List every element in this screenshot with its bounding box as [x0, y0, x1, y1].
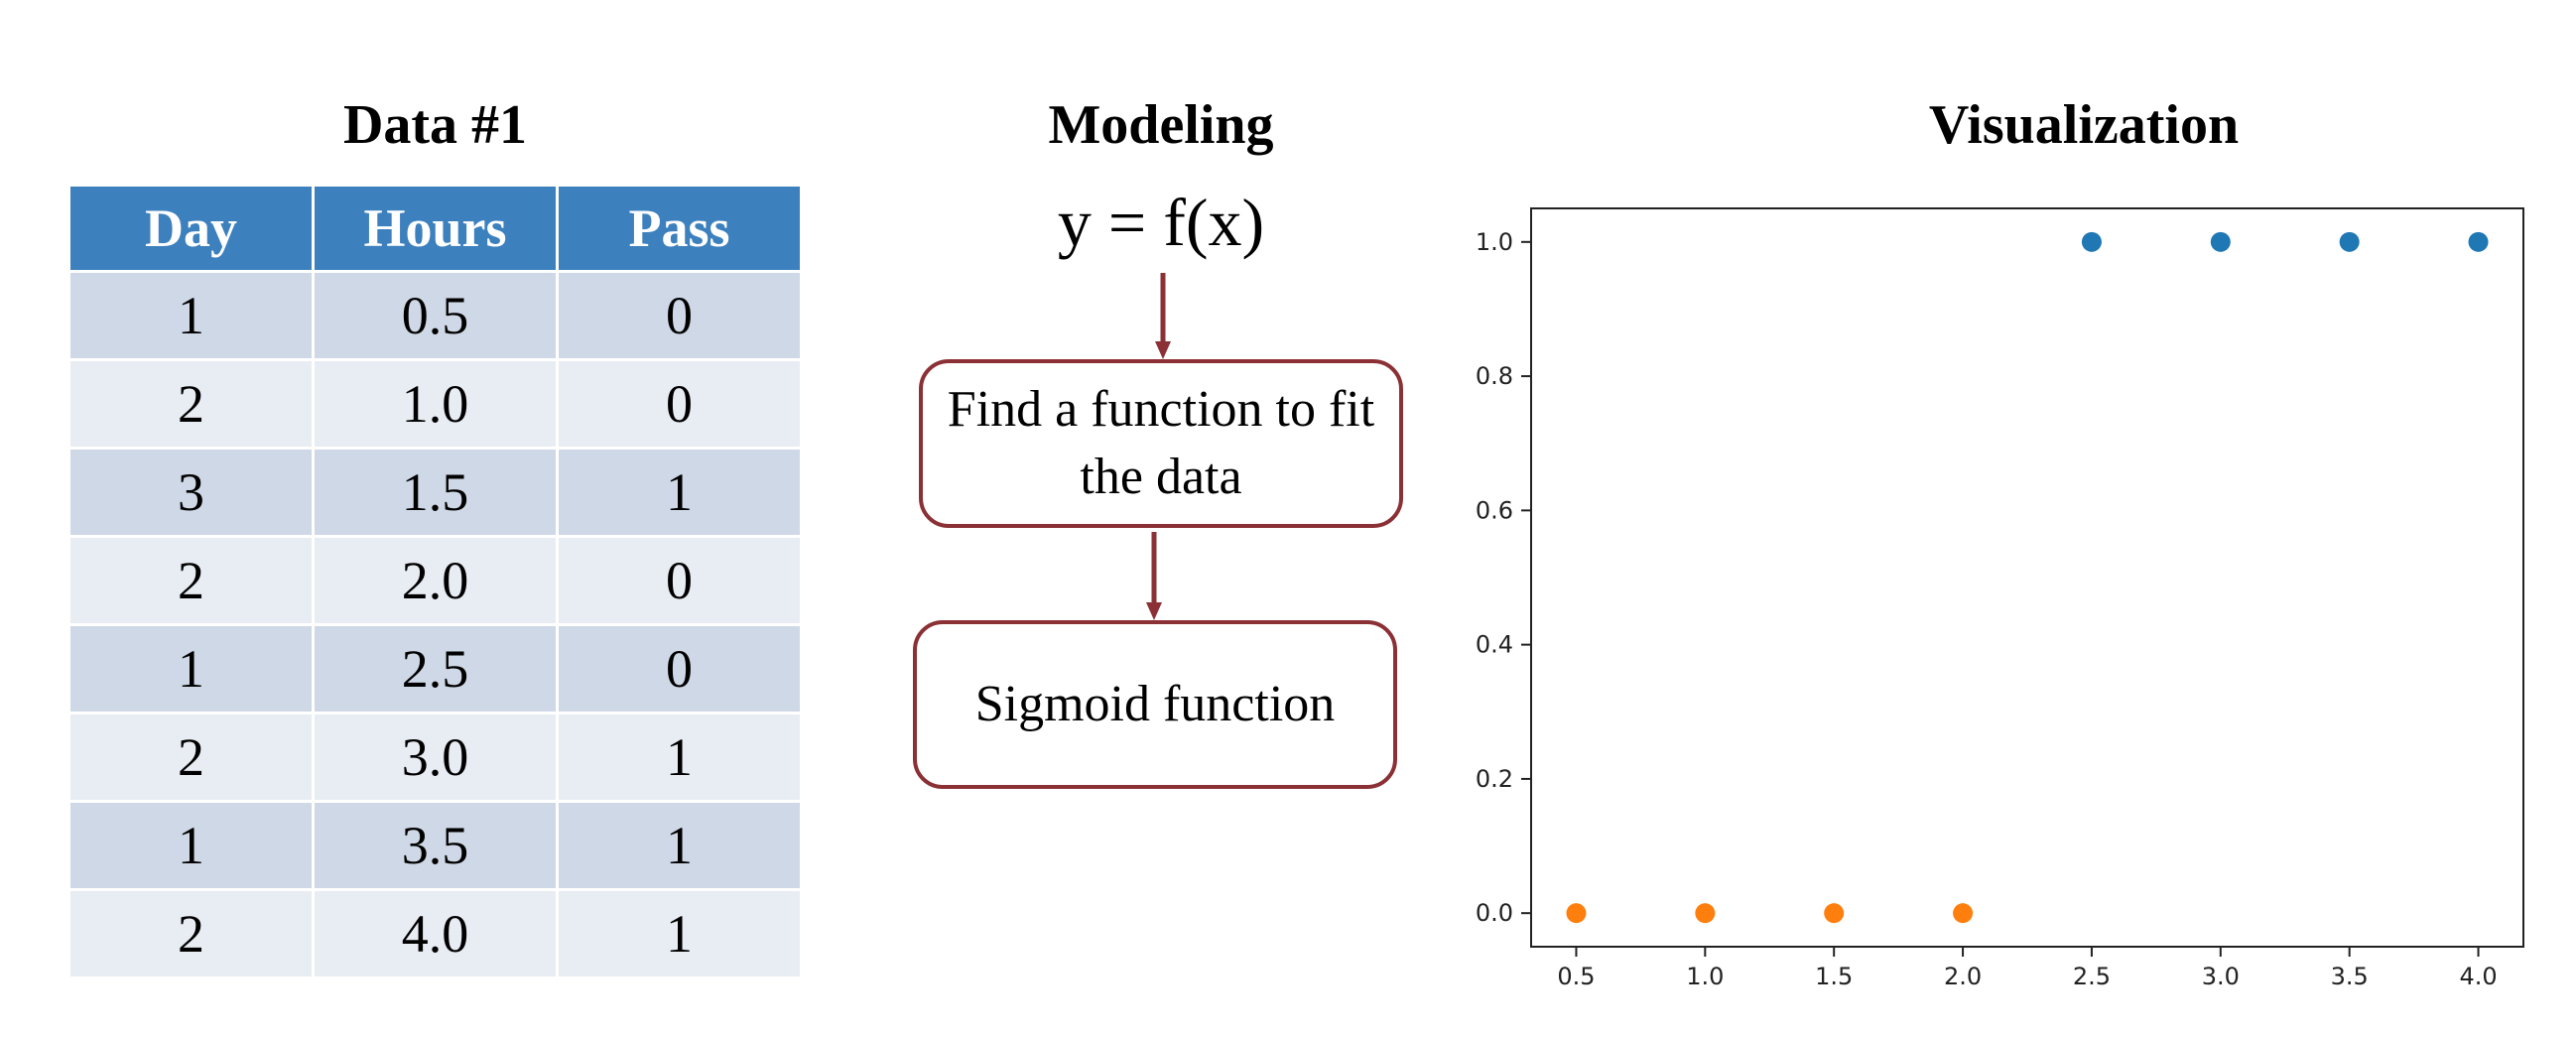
cell-hours: 2.5 [312, 623, 559, 714]
cell-pass: 1 [556, 447, 803, 538]
data-point-pass [2339, 231, 2360, 252]
x-tick-label: 4.0 [2459, 963, 2497, 990]
sigmoid-function-box: Sigmoid function [913, 620, 1397, 789]
data-table: Day Hours Pass 1 0.5 0 2 1.0 0 3 1.5 1 2… [67, 184, 803, 979]
column-header-hours: Hours [312, 184, 559, 273]
data-point-pass [2468, 231, 2489, 252]
cell-pass: 0 [556, 358, 803, 450]
data-point-fail [1566, 903, 1587, 924]
cell-pass: 0 [556, 623, 803, 714]
x-tick-label: 3.0 [2202, 963, 2240, 990]
table-header-row: Day Hours Pass [67, 184, 803, 273]
column-header-day: Day [67, 184, 315, 273]
column-header-pass: Pass [556, 184, 803, 273]
table-row: 2 2.0 0 [67, 535, 803, 626]
cell-hours: 2.0 [312, 535, 559, 626]
cell-day: 2 [67, 358, 315, 450]
table-title: Data #1 [342, 94, 528, 156]
cell-hours: 4.0 [312, 888, 559, 979]
table-row: 3 1.5 1 [67, 447, 803, 538]
cell-pass: 0 [556, 270, 803, 361]
y-tick-label: 0.0 [1476, 899, 1513, 927]
y-tick-label: 0.8 [1476, 362, 1513, 390]
cell-hours: 1.5 [312, 447, 559, 538]
cell-hours: 3.0 [312, 712, 559, 803]
cell-day: 3 [67, 447, 315, 538]
x-tick-label: 2.0 [1944, 963, 1982, 990]
data-point-pass [2210, 231, 2231, 252]
cell-pass: 1 [556, 888, 803, 979]
y-tick-label: 0.4 [1476, 631, 1513, 659]
cell-hours: 1.0 [312, 358, 559, 450]
table-row: 2 3.0 1 [67, 712, 803, 803]
x-tick-label: 1.5 [1815, 963, 1853, 990]
formula: y = f(x) [1057, 185, 1265, 260]
y-tick-label: 0.2 [1476, 765, 1513, 793]
data-point-fail [1824, 903, 1845, 924]
scatter-chart: 0.5 1.0 1.5 2.0 2.5 3.0 3.5 4.0 0.0 0.2 0.4 0.6 0.8 1… [1476, 207, 2524, 990]
cell-pass: 1 [556, 800, 803, 891]
table-row: 1 0.5 0 [67, 270, 803, 361]
arrow-to-find [1155, 273, 1171, 359]
x-tick-label: 0.5 [1557, 963, 1595, 990]
y-tick-label: 0.6 [1476, 496, 1513, 524]
find-function-box: Find a function to fit the data [919, 359, 1403, 528]
plot-frame [1530, 207, 2524, 948]
cell-hours: 3.5 [312, 800, 559, 891]
cell-day: 1 [67, 623, 315, 714]
data-point-fail [1695, 903, 1716, 924]
table-row: 1 3.5 1 [67, 800, 803, 891]
cell-day: 2 [67, 712, 315, 803]
cell-day: 2 [67, 888, 315, 979]
table-row: 1 2.5 0 [67, 623, 803, 714]
cell-day: 2 [67, 535, 315, 626]
x-tick-label: 3.5 [2331, 963, 2369, 990]
visualization-title: Visualization [1928, 94, 2240, 156]
cell-pass: 1 [556, 712, 803, 803]
table-row: 2 1.0 0 [67, 358, 803, 450]
cell-hours: 0.5 [312, 270, 559, 361]
table-row: 2 4.0 1 [67, 888, 803, 979]
cell-day: 1 [67, 800, 315, 891]
data-point-fail [1953, 903, 1974, 924]
x-tick-label: 2.5 [2073, 963, 2111, 990]
find-function-label: Find a function to fit the data [947, 381, 1375, 505]
y-tick-label: 1.0 [1476, 228, 1513, 256]
cell-pass: 0 [556, 535, 803, 626]
cell-day: 1 [67, 270, 315, 361]
arrow-to-sigmoid [1146, 532, 1162, 620]
sigmoid-function-label: Sigmoid function [974, 676, 1336, 733]
modeling-title: Modeling [1048, 94, 1274, 156]
x-tick-label: 1.0 [1686, 963, 1724, 990]
data-point-pass [2081, 231, 2102, 252]
